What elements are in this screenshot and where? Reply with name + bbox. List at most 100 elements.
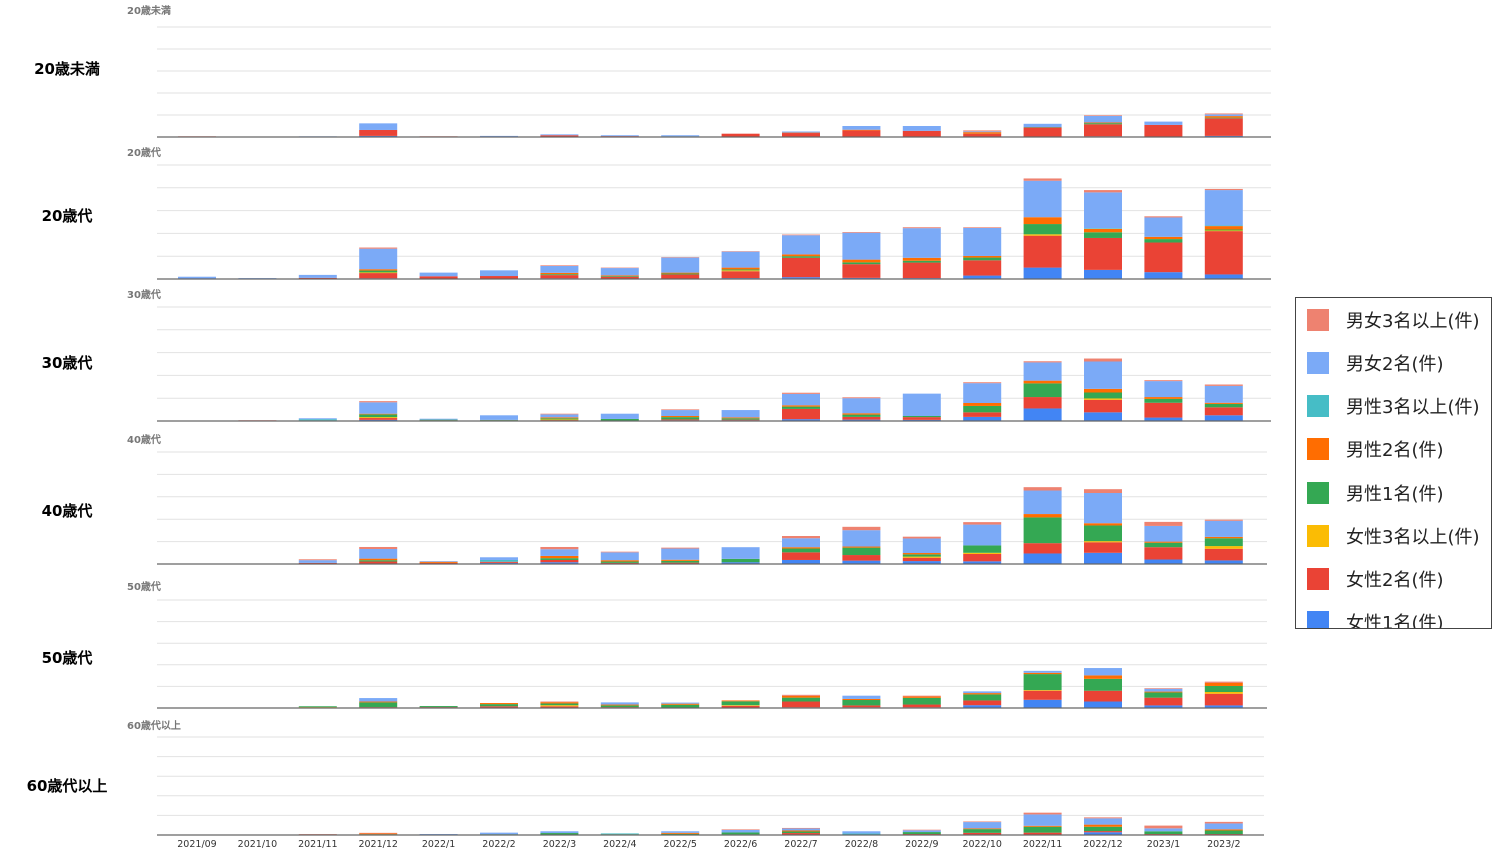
bar-segment (1204, 274, 1243, 279)
bar-segment (902, 697, 941, 705)
bar-segment (359, 402, 398, 414)
bar-segment (1084, 269, 1122, 279)
bar-segment (359, 418, 398, 420)
bar-segment (600, 561, 639, 563)
bar-segment (600, 276, 639, 279)
bar-segment (540, 549, 579, 556)
bar-segment (540, 265, 579, 267)
bar-segment (963, 691, 1002, 694)
bar-segment (1204, 519, 1243, 521)
legend-item: 男性2名(件) (1307, 437, 1444, 461)
x-tick-label: 2022/6 (724, 839, 757, 850)
bar-segment (661, 704, 700, 708)
bar-segment (963, 700, 1002, 706)
panel-title: 50歳代 (127, 580, 161, 593)
bar-segment (298, 560, 337, 563)
bar-segment (1144, 705, 1183, 708)
bar-segment (480, 703, 518, 705)
bar-segment (480, 704, 518, 707)
bar-segment (782, 548, 820, 553)
bar-segment (419, 419, 458, 421)
bar-segment (1023, 383, 1062, 398)
bar-segment (540, 414, 579, 418)
bar-segment (1204, 231, 1243, 275)
legend-label: 女性1名(件) (1346, 613, 1444, 629)
bar-segment (661, 135, 700, 137)
bar-segment (1084, 817, 1122, 819)
bar-segment (902, 538, 941, 554)
x-tick-label: 2021/10 (238, 839, 277, 850)
bar-segment (1144, 692, 1183, 698)
bar-segment (1084, 818, 1122, 825)
bar-segment (721, 418, 760, 420)
bar-segment (1023, 235, 1062, 268)
bar-segment (1023, 127, 1062, 137)
bar-segment (359, 558, 398, 561)
bar-segment (600, 560, 639, 562)
bar-segment (600, 276, 639, 277)
bar-segment (842, 555, 881, 561)
bar-segment (661, 257, 700, 273)
panel-title: 40歳代 (127, 433, 161, 446)
bar-segment (600, 552, 639, 561)
bar-segment (1204, 821, 1243, 824)
x-tick-label: 2022/9 (905, 839, 938, 850)
bar-segment (359, 270, 398, 273)
row-label: 20歳未満 (34, 60, 100, 78)
bar-segment (1084, 489, 1122, 493)
bar-segment (1204, 230, 1243, 232)
bar-segment (1084, 668, 1122, 676)
bar-segment (1023, 361, 1062, 363)
bar-segment (1084, 228, 1122, 233)
bar-segment (1084, 232, 1122, 238)
bar-segment (600, 702, 639, 705)
bar-segment (963, 257, 1002, 261)
bar-segment (721, 562, 760, 564)
bar-segment (902, 262, 941, 279)
bar-segment (842, 700, 881, 706)
bar-segment (1144, 559, 1183, 564)
bar-segment (359, 702, 398, 708)
bar-segment (1084, 552, 1122, 564)
legend-label: 女性2名(件) (1346, 570, 1444, 591)
bar-segment (1144, 398, 1183, 403)
bar-segment (1023, 234, 1062, 236)
bar-segment (1204, 705, 1243, 708)
bar-segment (1084, 361, 1122, 389)
bar-segment (782, 256, 820, 258)
bar-segment (661, 560, 700, 563)
bar-segment (600, 704, 639, 706)
bar-segment (419, 272, 458, 277)
bar-segment (842, 833, 881, 835)
bar-segment (782, 701, 820, 708)
bar-segment (963, 133, 1002, 137)
bar-segment (600, 413, 639, 419)
bar-segment (1144, 547, 1183, 560)
bar-segment (1023, 812, 1062, 815)
bar-segment (1084, 826, 1122, 832)
bar-segment (842, 397, 881, 399)
bar-segment (1204, 225, 1243, 227)
bar-segment (842, 416, 881, 420)
bar-segment (842, 546, 881, 548)
bar-segment (1144, 697, 1183, 706)
bar-segment (1084, 228, 1122, 229)
bar-segment (1084, 675, 1122, 679)
bar-segment (842, 530, 881, 547)
bar-segment (963, 382, 1002, 384)
bar-segment (480, 415, 518, 420)
bar-segment (1204, 117, 1243, 119)
bar-segment (1204, 685, 1243, 693)
bar-segment (540, 418, 579, 420)
bar-segment (661, 410, 700, 416)
bar-segment (1144, 124, 1183, 137)
bar-segment (1084, 523, 1122, 526)
legend-item: 男女2名(件) (1307, 351, 1444, 375)
legend: 男女3名以上(件) 男女2名(件) 男性3名以上(件) 男性2名(件) 男性1名… (1295, 297, 1492, 629)
bar-segment (661, 417, 700, 420)
bar-segment (1144, 688, 1183, 689)
bar-segment (842, 129, 881, 131)
bar-segment (1023, 490, 1062, 515)
bar-segment (1144, 541, 1183, 543)
bar-segment (419, 561, 458, 563)
